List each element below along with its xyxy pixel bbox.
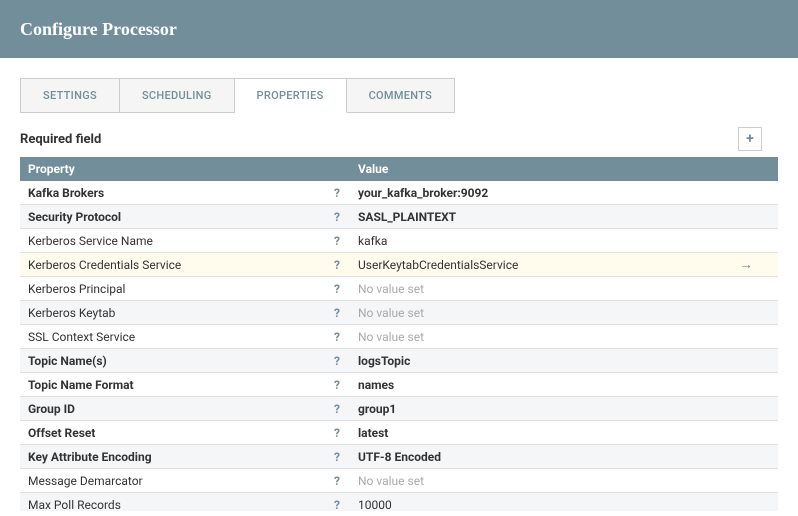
- property-name-cell: Kerberos Keytab?: [20, 306, 350, 320]
- property-name-cell: Key Attribute Encoding?: [20, 450, 350, 464]
- property-name: Offset Reset: [28, 426, 95, 440]
- property-name: Key Attribute Encoding: [28, 450, 152, 464]
- grid-header: Property Value: [20, 157, 778, 181]
- property-row[interactable]: Kafka Brokers?your_kafka_broker:9092: [20, 181, 778, 205]
- help-icon[interactable]: ?: [330, 402, 344, 416]
- property-row[interactable]: Kerberos Service Name?kafka: [20, 229, 778, 253]
- help-icon[interactable]: ?: [330, 258, 344, 272]
- tab-properties[interactable]: PROPERTIES: [235, 78, 347, 113]
- help-icon[interactable]: ?: [330, 378, 344, 392]
- property-value-cell[interactable]: group1: [350, 402, 714, 416]
- property-value-cell[interactable]: kafka: [350, 234, 714, 248]
- property-row[interactable]: Security Protocol?SASL_PLAINTEXT: [20, 205, 778, 229]
- property-name: Message Demarcator: [28, 474, 143, 488]
- property-name-cell: Kerberos Principal?: [20, 282, 350, 296]
- property-value-cell[interactable]: UTF-8 Encoded: [350, 450, 714, 464]
- dialog-title: Configure Processor: [20, 19, 177, 40]
- property-name-cell: Topic Name(s)?: [20, 354, 350, 368]
- properties-grid: Property Value Kafka Brokers?your_kafka_…: [20, 157, 778, 511]
- property-value-cell[interactable]: names: [350, 378, 714, 392]
- property-row[interactable]: Kerberos Credentials Service?UserKeytabC…: [20, 253, 778, 277]
- property-value-cell[interactable]: 10000: [350, 498, 714, 512]
- plus-icon: +: [746, 131, 754, 147]
- property-name: Max Poll Records: [28, 498, 121, 512]
- property-name-cell: SSL Context Service?: [20, 330, 350, 344]
- property-value-cell[interactable]: No value set: [350, 306, 714, 320]
- property-name-cell: Message Demarcator?: [20, 474, 350, 488]
- property-row[interactable]: Group ID?group1: [20, 397, 778, 421]
- grid-body[interactable]: Kafka Brokers?your_kafka_broker:9092Secu…: [20, 181, 778, 511]
- help-icon[interactable]: ?: [330, 234, 344, 248]
- property-name: Kerberos Service Name: [28, 234, 153, 248]
- property-value-cell[interactable]: logsTopic: [350, 354, 714, 368]
- tab-bar: SETTINGS SCHEDULING PROPERTIES COMMENTS: [0, 58, 798, 113]
- property-name-cell: Offset Reset?: [20, 426, 350, 440]
- tab-settings[interactable]: SETTINGS: [20, 78, 120, 113]
- property-name: Kerberos Keytab: [28, 306, 115, 320]
- help-icon[interactable]: ?: [330, 498, 344, 512]
- tab-scheduling[interactable]: SCHEDULING: [120, 78, 235, 113]
- property-name: Group ID: [28, 402, 75, 416]
- goto-icon[interactable]: →: [739, 257, 753, 273]
- property-name: Kafka Brokers: [28, 186, 104, 200]
- property-name: SSL Context Service: [28, 330, 135, 344]
- property-value-cell[interactable]: latest: [350, 426, 714, 440]
- property-row[interactable]: Key Attribute Encoding?UTF-8 Encoded: [20, 445, 778, 469]
- property-name: Topic Name(s): [28, 354, 107, 368]
- help-icon[interactable]: ?: [330, 450, 344, 464]
- property-value-cell[interactable]: SASL_PLAINTEXT: [350, 210, 714, 224]
- property-name-cell: Kafka Brokers?: [20, 186, 350, 200]
- help-icon[interactable]: ?: [330, 282, 344, 296]
- property-row[interactable]: Kerberos Principal?No value set: [20, 277, 778, 301]
- property-value-cell[interactable]: No value set: [350, 282, 714, 296]
- property-name-cell: Topic Name Format?: [20, 378, 350, 392]
- property-row[interactable]: Topic Name(s)?logsTopic: [20, 349, 778, 373]
- property-row[interactable]: Max Poll Records?10000: [20, 493, 778, 511]
- help-icon[interactable]: ?: [330, 330, 344, 344]
- help-icon[interactable]: ?: [330, 474, 344, 488]
- property-name-cell: Kerberos Credentials Service?: [20, 258, 350, 272]
- property-name-cell: Kerberos Service Name?: [20, 234, 350, 248]
- required-field-label: Required field: [20, 132, 101, 147]
- property-name: Kerberos Principal: [28, 282, 125, 296]
- add-property-button[interactable]: +: [738, 127, 762, 151]
- property-row[interactable]: Message Demarcator?No value set: [20, 469, 778, 493]
- property-name: Security Protocol: [28, 210, 121, 224]
- column-header-value: Value: [350, 162, 698, 176]
- help-icon[interactable]: ?: [330, 354, 344, 368]
- property-action-cell[interactable]: →: [714, 256, 778, 273]
- help-icon[interactable]: ?: [330, 426, 344, 440]
- required-field-row: Required field +: [0, 113, 798, 157]
- property-name-cell: Security Protocol?: [20, 210, 350, 224]
- property-value-cell[interactable]: No value set: [350, 330, 714, 344]
- property-value-cell[interactable]: No value set: [350, 474, 714, 488]
- property-row[interactable]: Topic Name Format?names: [20, 373, 778, 397]
- column-header-property: Property: [20, 162, 350, 176]
- property-name: Kerberos Credentials Service: [28, 258, 181, 272]
- help-icon[interactable]: ?: [330, 210, 344, 224]
- property-name: Topic Name Format: [28, 378, 134, 392]
- tab-comments[interactable]: COMMENTS: [347, 78, 456, 113]
- property-name-cell: Group ID?: [20, 402, 350, 416]
- property-value-cell[interactable]: your_kafka_broker:9092: [350, 186, 714, 200]
- help-icon[interactable]: ?: [330, 186, 344, 200]
- property-row[interactable]: Offset Reset?latest: [20, 421, 778, 445]
- property-name-cell: Max Poll Records?: [20, 498, 350, 512]
- property-row[interactable]: SSL Context Service?No value set: [20, 325, 778, 349]
- property-value-cell[interactable]: UserKeytabCredentialsService: [350, 258, 714, 272]
- dialog-header: Configure Processor: [0, 0, 798, 58]
- help-icon[interactable]: ?: [330, 306, 344, 320]
- property-row[interactable]: Kerberos Keytab?No value set: [20, 301, 778, 325]
